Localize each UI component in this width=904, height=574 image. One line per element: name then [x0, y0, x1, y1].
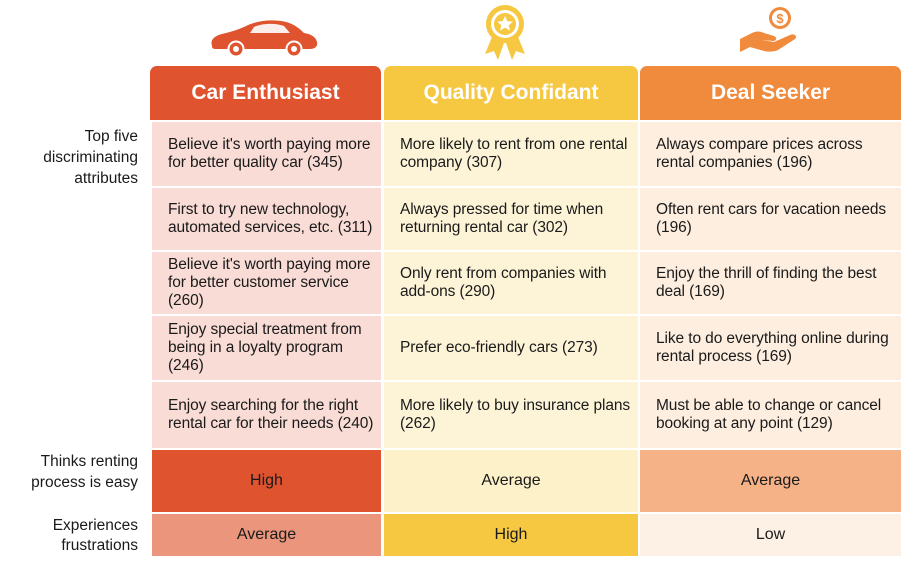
- attribute-cell: Enjoy special treatment from being in a …: [152, 316, 381, 380]
- hand-dollar-coin-icon: $: [740, 7, 797, 52]
- attribute-cell: Prefer eco-friendly cars (273): [384, 316, 638, 380]
- attribute-cell: Believe it's worth paying more for bette…: [152, 122, 381, 186]
- renting-easy-level: Average: [640, 450, 901, 512]
- attribute-cell: Enjoy searching for the right rental car…: [152, 382, 381, 448]
- frustrations-level: High: [384, 514, 638, 556]
- renting-easy-level: High: [152, 450, 381, 512]
- row-label-attributes: Top five discriminating attributes: [43, 128, 138, 187]
- attribute-cell: More likely to rent from one rental comp…: [384, 122, 638, 186]
- persona-header-quality-confidant: Quality Confidant: [384, 66, 638, 120]
- attribute-cell: Always pressed for time when returning r…: [384, 188, 638, 250]
- award-ribbon-star-icon: [485, 5, 525, 60]
- persona-name: Deal Seeker: [710, 81, 831, 104]
- persona-name: Quality Confidant: [423, 81, 599, 104]
- attribute-cell: Only rent from companies with add-ons (2…: [384, 252, 638, 314]
- row-label-renting-easy: Thinks renting process is easy: [31, 453, 138, 491]
- persona-name: Car Enthusiast: [191, 81, 340, 104]
- row-label-frustrations: Experiences frustrations: [52, 517, 138, 555]
- svg-text:$: $: [776, 11, 784, 26]
- persona-header-deal-seeker: Deal Seeker: [640, 66, 901, 120]
- attribute-cell: More likely to buy insurance plans (262): [384, 382, 638, 448]
- frustrations-level: Low: [640, 514, 901, 556]
- attribute-cell: Often rent cars for vacation needs (196): [640, 188, 901, 250]
- renting-easy-level: Average: [384, 450, 638, 512]
- attribute-cell: Always compare prices across rental comp…: [640, 122, 901, 186]
- attribute-cell: Enjoy the thrill of finding the best dea…: [640, 252, 901, 314]
- attribute-cell: Must be able to change or cancel booking…: [640, 382, 901, 448]
- sports-car-icon: [211, 20, 318, 58]
- persona-header-car-enthusiast: Car Enthusiast: [150, 66, 381, 120]
- frustrations-level: Average: [152, 514, 381, 556]
- attribute-cell: Believe it's worth paying more for bette…: [152, 252, 381, 314]
- attribute-cell: Like to do everything online during rent…: [640, 316, 901, 380]
- attribute-cell: First to try new technology, automated s…: [152, 188, 381, 250]
